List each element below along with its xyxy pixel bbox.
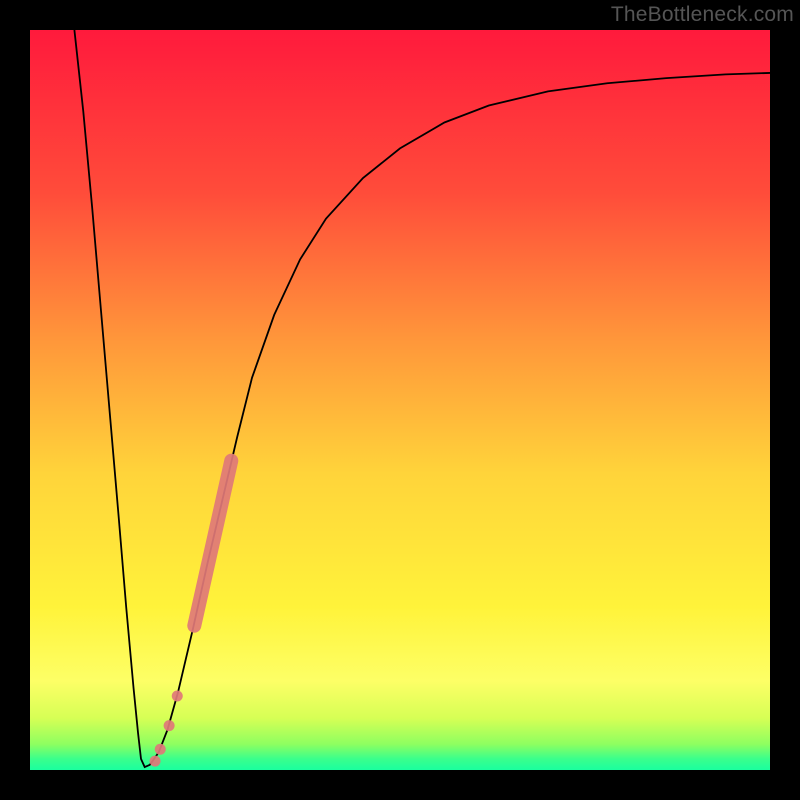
chart-svg (30, 30, 770, 770)
highlight-dot (150, 756, 161, 767)
plot-area (30, 30, 770, 770)
watermark-text: TheBottleneck.com (611, 3, 794, 27)
highlight-dot (164, 720, 175, 731)
highlight-dot (172, 691, 183, 702)
chart-container: TheBottleneck.com (0, 0, 800, 800)
gradient-background (30, 30, 770, 770)
highlight-dot (155, 744, 166, 755)
